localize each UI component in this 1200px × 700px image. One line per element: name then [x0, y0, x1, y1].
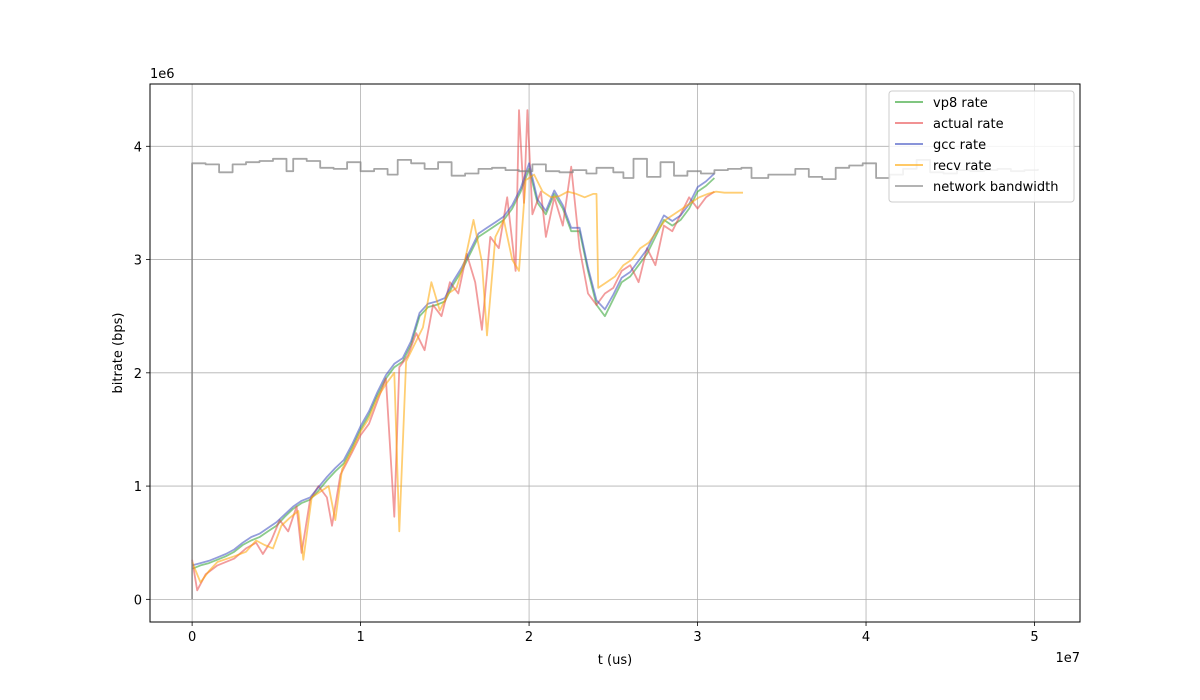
x-axis-label: t (us): [598, 653, 632, 668]
y-tick-label: 2: [134, 367, 142, 382]
y-axis-label: bitrate (bps): [111, 313, 126, 394]
series-line-recv-rate: [191, 173, 743, 584]
x-tick-label: 4: [862, 630, 870, 645]
x-tick-label: 0: [188, 630, 196, 645]
axis-ticks: 0 1 2 3 4 5 0 1 2 3 4: [134, 140, 1039, 645]
y-tick-label: 1: [134, 480, 142, 495]
x-tick-label: 5: [1030, 630, 1038, 645]
y-tick-label: 0: [134, 593, 142, 608]
x-offset-label: 1e7: [1055, 651, 1080, 666]
x-tick-label: 1: [356, 630, 364, 645]
series-line-network-bandwidth: [191, 157, 1039, 600]
series-line-actual-rate: [191, 109, 715, 592]
legend: vp8 rate actual rate gcc rate recv rate netw…: [888, 90, 1075, 203]
series-line-gcc-rate: [191, 162, 716, 567]
legend-label: recv rate: [933, 159, 991, 174]
y-offset-label: 1e6: [150, 67, 175, 82]
y-tick-label: 4: [134, 140, 142, 155]
series-line-vp8-rate: [191, 168, 716, 570]
legend-box: [888, 90, 1075, 203]
legend-label: network bandwidth: [933, 180, 1058, 195]
legend-label: gcc rate: [933, 138, 986, 153]
y-tick-label: 3: [134, 254, 142, 269]
plot-frame: [149, 83, 1081, 623]
x-tick-label: 2: [525, 630, 533, 645]
legend-label: vp8 rate: [933, 96, 988, 111]
x-tick-label: 3: [693, 630, 701, 645]
legend-label: actual rate: [933, 117, 1004, 132]
series-lines: [191, 109, 1039, 600]
